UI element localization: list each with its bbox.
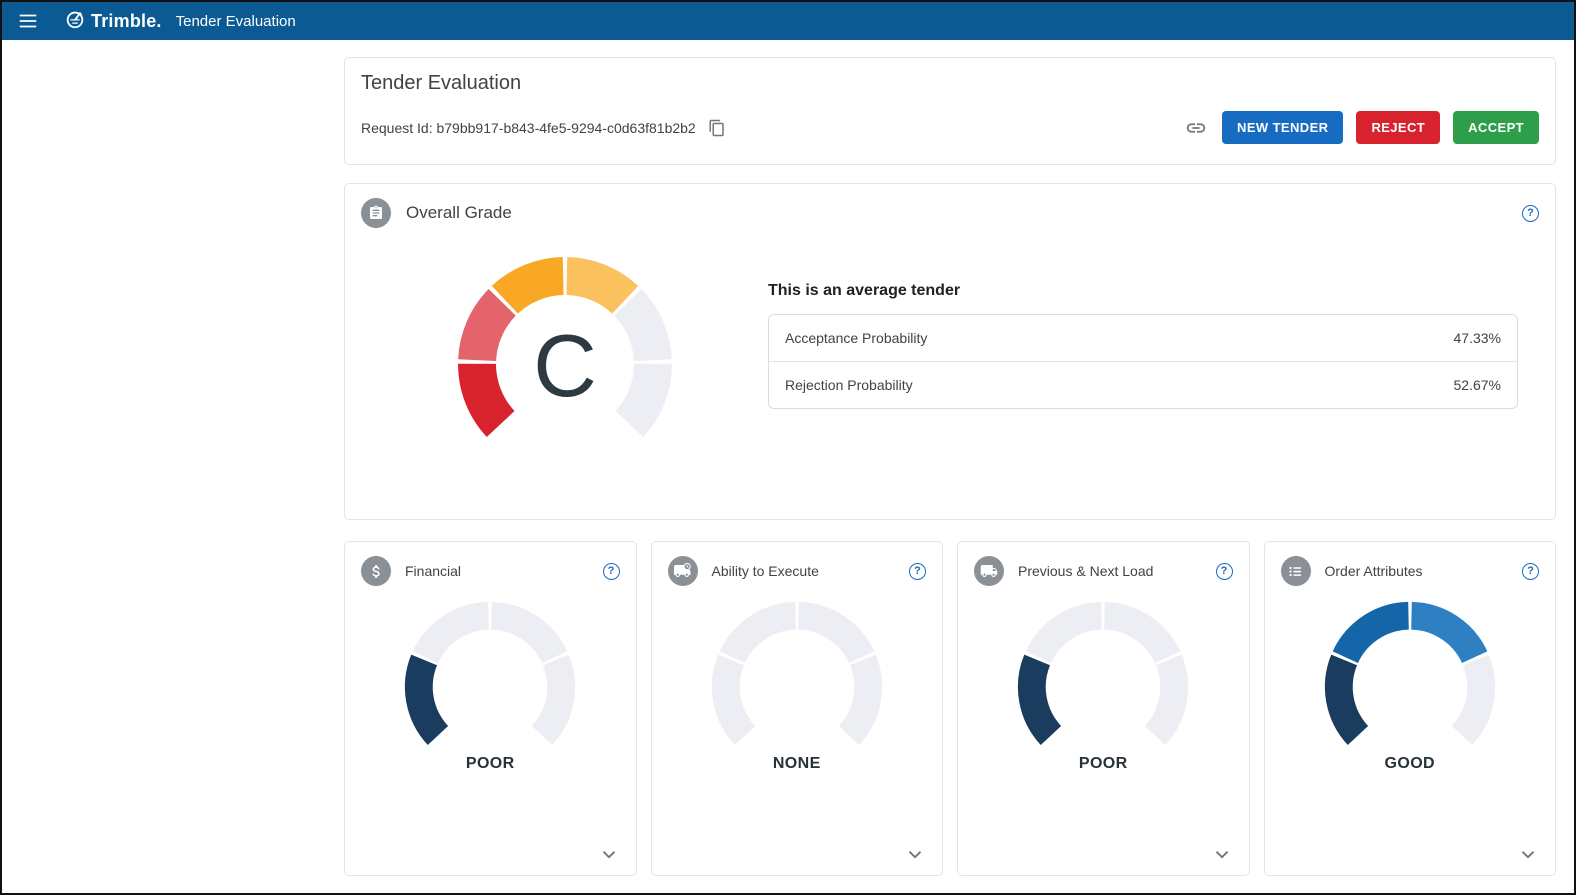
financial-card: Financial ? POOR [344, 541, 637, 876]
app-title: Tender Evaluation [175, 12, 296, 30]
previous-next-load-rating: POOR [1078, 755, 1128, 772]
rejection-probability-label: Rejection Probability [785, 377, 913, 393]
trimble-logo-icon [64, 8, 86, 35]
tender-summary-text: This is an average tender [768, 282, 961, 299]
main-content: Tender Evaluation Request Id: b79bb917-b… [2, 40, 1574, 876]
probability-table: Acceptance Probability 47.33% Rejection … [768, 314, 1518, 409]
dollar-icon [361, 556, 391, 586]
new-tender-button[interactable]: NEW TENDER [1222, 111, 1344, 144]
financial-gauge [361, 596, 620, 751]
chevron-down-icon[interactable] [1209, 841, 1235, 867]
help-icon[interactable]: ? [1522, 562, 1539, 580]
request-id-text: Request Id: b79bb917-b843-4fe5-9294-c0d6… [361, 119, 696, 136]
chevron-down-icon[interactable] [902, 841, 928, 867]
chevron-down-icon[interactable] [596, 841, 622, 867]
acceptance-probability-label: Acceptance Probability [785, 330, 928, 346]
order-attributes-label: Order Attributes [1324, 563, 1423, 579]
overall-grade-gauge: C [445, 254, 685, 446]
acceptance-probability-value: 47.33% [1453, 330, 1501, 346]
hamburger-menu-icon[interactable] [14, 7, 42, 35]
accept-button[interactable]: ACCEPT [1453, 111, 1539, 144]
help-icon[interactable]: ? [602, 562, 620, 580]
list-icon [1280, 556, 1311, 586]
grade-letter: C [533, 316, 597, 415]
brand-text: Trimble. [91, 10, 162, 31]
top-navbar: Trimble. Tender Evaluation [2, 2, 1574, 40]
reject-button[interactable]: REJECT [1356, 111, 1441, 144]
chevron-down-icon[interactable] [1515, 841, 1541, 867]
clipboard-icon [361, 198, 391, 228]
previous-next-load-gauge [974, 596, 1233, 751]
truck-clock-icon [667, 556, 698, 586]
link-icon[interactable] [1183, 115, 1209, 141]
rejection-probability-value: 52.67% [1453, 377, 1501, 393]
ability-to-execute-card: Ability to Execute ? NONE [650, 541, 943, 876]
trimble-brand: Trimble. [64, 8, 162, 35]
help-icon[interactable]: ? [1215, 562, 1233, 580]
order-attributes-rating: GOOD [1384, 755, 1435, 772]
truck-icon [974, 556, 1004, 586]
ability-to-execute-rating: NONE [772, 755, 821, 772]
ability-to-execute-label: Ability to Execute [711, 563, 819, 579]
overall-grade-title: Overall Grade [406, 203, 512, 222]
ability-to-execute-gauge [668, 596, 927, 751]
help-icon[interactable]: ? [1522, 204, 1539, 222]
copy-icon[interactable] [706, 117, 728, 139]
tender-header-card: Tender Evaluation Request Id: b79bb917-b… [344, 57, 1556, 165]
order-attributes-gauge [1281, 596, 1540, 751]
financial-rating: POOR [465, 755, 515, 772]
help-icon[interactable]: ? [909, 562, 926, 580]
overall-grade-card: Overall Grade ? C This is an average ten… [344, 183, 1556, 520]
order-attributes-card: Order Attributes ? GOOD [1263, 541, 1556, 876]
previous-next-load-label: Previous & Next Load [1018, 563, 1154, 579]
previous-next-load-card: Previous & Next Load ? POOR [957, 541, 1250, 876]
table-row: Acceptance Probability 47.33% [769, 315, 1517, 361]
financial-label: Financial [405, 563, 462, 579]
metric-cards-row: Financial ? POOR [344, 541, 1556, 876]
table-row: Rejection Probability 52.67% [769, 361, 1517, 408]
page-title: Tender Evaluation [361, 72, 522, 94]
